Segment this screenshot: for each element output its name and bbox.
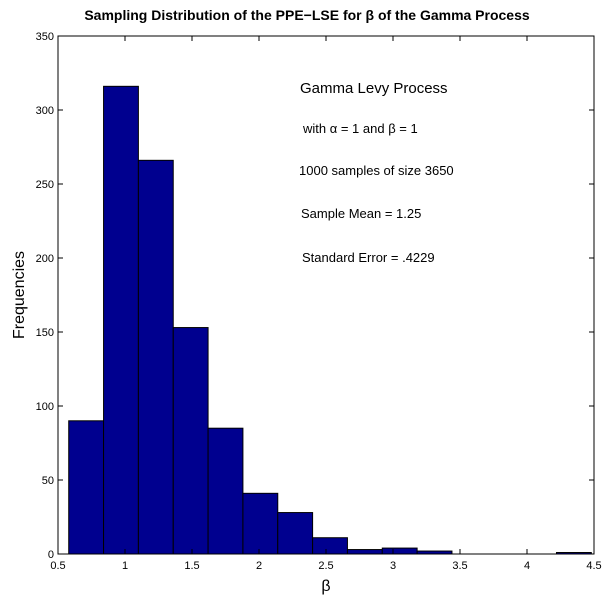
x-tick-label: 1.5 (184, 560, 199, 572)
histogram-bar (312, 537, 348, 555)
y-tick-label: 150 (36, 327, 54, 339)
y-tick-label: 100 (36, 401, 54, 413)
x-axis: 0.5 1 1.5 2 2.5 3 3.5 4 4.5 (50, 36, 602, 572)
histogram-bar (172, 327, 209, 555)
x-tick-label: 3.5 (452, 560, 467, 572)
y-tick-label: 0 (48, 549, 54, 561)
x-tick-label: 4.5 (586, 560, 601, 572)
y-tick-label: 200 (36, 253, 54, 265)
histogram-bar (381, 547, 418, 555)
y-tick-label: 300 (36, 105, 54, 117)
histogram-bar (137, 159, 174, 555)
x-tick-label: 2 (256, 560, 262, 572)
histogram-bar (103, 85, 139, 555)
histogram-bar (68, 420, 105, 555)
annotation-samples: 1000 samples of size 3650 (299, 163, 454, 178)
histogram-bar (207, 427, 244, 555)
y-tick-label: 250 (36, 179, 54, 191)
x-tick-label: 4 (524, 560, 530, 572)
y-tick-label: 50 (42, 475, 54, 487)
annotation-standard-error: Standard Error = .4229 (302, 250, 435, 265)
x-tick-label: 0.5 (50, 560, 65, 572)
histogram-bar (346, 549, 383, 555)
histogram-bar (277, 512, 314, 555)
x-tick-label: 1 (122, 560, 128, 572)
histogram-bar (242, 492, 279, 555)
bars-group (68, 85, 592, 555)
chart-title: Sampling Distribution of the PPE−LSE for… (84, 7, 530, 23)
y-axis-label: Frequencies (11, 251, 28, 339)
x-tick-label: 2.5 (318, 560, 333, 572)
annotation-sample-mean: Sample Mean = 1.25 (301, 206, 421, 221)
y-tick-label: 350 (36, 31, 54, 43)
annotation-process-name: Gamma Levy Process (300, 80, 448, 97)
y-axis: 0 50 100 150 200 250 300 350 (36, 31, 594, 561)
x-tick-label: 3 (390, 560, 396, 572)
annotation-parameters: with α = 1 and β = 1 (302, 121, 418, 136)
x-axis-label: β (321, 578, 330, 595)
